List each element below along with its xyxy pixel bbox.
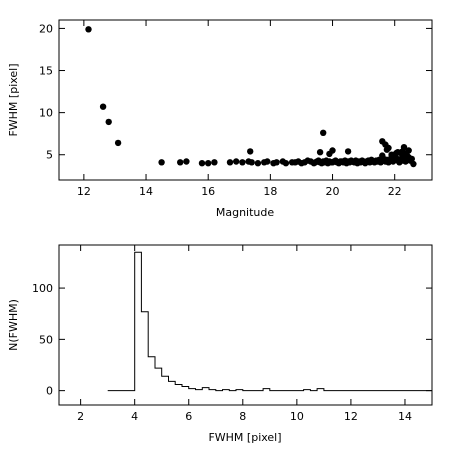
scatter-point — [198, 160, 206, 167]
scatter-point — [344, 148, 352, 155]
scatter-point — [329, 147, 336, 154]
histogram-x-tick-label: 14 — [398, 410, 412, 423]
scatter-point — [226, 159, 234, 166]
scatter-point — [205, 160, 212, 167]
histogram-x-tick-label: 6 — [185, 410, 192, 423]
histogram-x-tick-label: 12 — [344, 410, 358, 423]
histogram-ticks: 2 4 6 8 10 12 14 0 50 100 — [32, 245, 432, 423]
scatter-x-tick-label: 14 — [139, 185, 153, 198]
scatter-x-tick-label: 20 — [326, 185, 340, 198]
scatter-x-tick-label: 16 — [201, 185, 215, 198]
scatter-y-tick-label: 15 — [39, 65, 53, 78]
scatter-point — [177, 159, 184, 166]
histogram-x-tick-label: 10 — [290, 410, 304, 423]
histogram-x-tick-label: 2 — [77, 410, 84, 423]
scatter-point — [379, 152, 386, 159]
histogram-frame — [58, 244, 433, 406]
scatter-ticks: 12 14 16 18 20 22 5 10 15 20 — [39, 20, 432, 198]
scatter-point — [282, 160, 290, 167]
scatter-point — [264, 158, 271, 165]
scatter-point — [383, 146, 391, 153]
scatter-point — [247, 148, 254, 155]
scatter-point — [408, 155, 415, 163]
scatter-point — [403, 152, 411, 159]
scatter-y-axis-label: FWHM [pixel] — [7, 63, 20, 136]
scatter-point — [183, 158, 190, 165]
scatter-point — [239, 159, 246, 166]
histogram-y-tick-label: 100 — [32, 282, 53, 295]
scatter-point — [393, 149, 400, 157]
scatter-panel: 12 14 16 18 20 22 5 10 15 20 Magnitude FWHM [pixe… — [7, 19, 433, 219]
scatter-x-axis-label: Magnitude — [216, 206, 275, 219]
histogram-panel: 2 4 6 8 10 12 14 0 50 100 FWHM [pixel] N(FWHM) — [7, 244, 433, 444]
scatter-point — [410, 160, 417, 168]
scatter-point — [399, 148, 406, 155]
scatter-point — [254, 160, 262, 167]
scatter-y-tick-label: 20 — [39, 22, 53, 35]
scatter-x-tick-label: 12 — [77, 185, 91, 198]
histogram-x-tick-label: 8 — [239, 410, 246, 423]
scatter-x-tick-label: 18 — [263, 185, 277, 198]
scatter-point — [316, 149, 324, 156]
scatter-point — [114, 139, 122, 147]
scatter-point — [211, 159, 218, 166]
scatter-point — [233, 158, 240, 165]
scatter-point — [320, 129, 327, 136]
scatter-point — [99, 103, 107, 110]
scatter-frame — [58, 19, 433, 181]
histogram-y-tick-label: 0 — [46, 385, 53, 398]
histogram-step-line — [107, 251, 432, 392]
scatter-y-tick-label: 5 — [46, 149, 53, 162]
histogram-x-tick-label: 4 — [131, 410, 138, 423]
scatter-points — [85, 26, 417, 168]
scatter-point — [85, 26, 92, 33]
scatter-x-tick-label: 22 — [388, 185, 402, 198]
scatter-point — [273, 159, 280, 166]
scatter-y-tick-label: 10 — [39, 107, 53, 120]
scatter-point — [158, 159, 165, 166]
histogram-y-axis-label: N(FWHM) — [7, 299, 20, 351]
histogram-x-axis-label: FWHM [pixel] — [208, 431, 281, 444]
scatter-point — [248, 159, 255, 166]
histogram-y-tick-label: 50 — [39, 333, 53, 346]
scatter-point — [105, 118, 112, 126]
